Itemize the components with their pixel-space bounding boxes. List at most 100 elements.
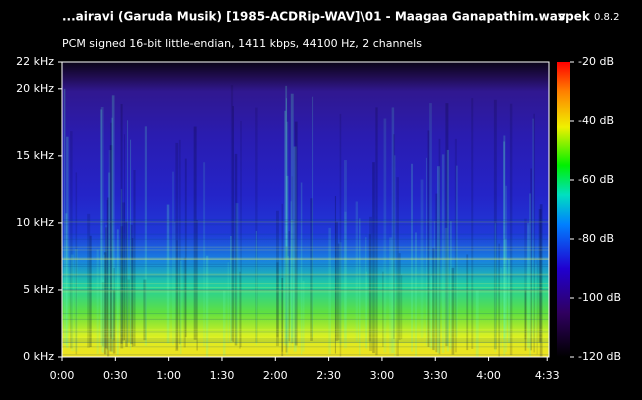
- texture-streak: [471, 98, 474, 349]
- texture-streak: [63, 88, 66, 345]
- texture-streak: [227, 262, 229, 344]
- y-tick-label: 15 kHz: [16, 149, 54, 162]
- texture-streak: [494, 223, 497, 353]
- texture-band: [62, 258, 549, 260]
- x-tick-label: 2:30: [316, 369, 341, 382]
- texture-streak: [290, 219, 294, 338]
- texture-streak: [62, 190, 64, 348]
- texture-band: [62, 333, 549, 335]
- texture-band: [62, 283, 549, 285]
- texture-streak: [285, 246, 288, 353]
- app-name: spek: [558, 10, 591, 24]
- texture-streak: [393, 155, 396, 357]
- texture-streak: [230, 85, 234, 341]
- texture-streak: [438, 138, 441, 355]
- texture-streak: [65, 213, 68, 346]
- texture-streak: [287, 256, 289, 348]
- colorbar-tick-label: -40 dB: [578, 114, 614, 127]
- texture-streak: [100, 109, 103, 346]
- texture-streak: [383, 118, 387, 353]
- x-tick-label: 1:00: [156, 369, 181, 382]
- texture-streak: [339, 242, 342, 346]
- texture-streak: [372, 162, 375, 354]
- texture-band: [62, 318, 549, 320]
- texture-streak: [101, 282, 105, 347]
- texture-band: [62, 266, 549, 268]
- texture-band: [62, 220, 549, 222]
- texture-streak: [106, 199, 108, 350]
- x-tick-label: 0:00: [50, 369, 75, 382]
- texture-streak: [398, 253, 401, 340]
- texture-streak: [335, 221, 338, 341]
- texture-streak: [430, 275, 433, 350]
- texture-streak: [180, 260, 182, 355]
- texture-streak: [524, 218, 527, 340]
- texture-streak: [446, 149, 449, 352]
- texture-streak: [382, 271, 384, 348]
- texture-streak: [312, 96, 314, 338]
- texture-streak: [507, 259, 511, 343]
- app-version: 0.8.2: [594, 12, 619, 23]
- texture-band: [62, 263, 549, 265]
- texture-streak: [536, 258, 538, 355]
- texture-streak: [276, 210, 279, 347]
- texture-streak: [230, 236, 233, 343]
- texture-streak: [493, 99, 497, 350]
- texture-streak: [144, 126, 147, 346]
- texture-streak: [113, 267, 115, 341]
- texture-band: [62, 257, 549, 259]
- texture-band: [62, 290, 549, 292]
- texture-streak: [130, 139, 132, 351]
- x-tick-label: 3:00: [370, 369, 395, 382]
- x-tick-label: 4:33: [535, 369, 560, 382]
- texture-band: [62, 289, 549, 291]
- texture-band: [62, 221, 549, 223]
- texture-streak: [433, 220, 436, 352]
- texture-streak: [391, 259, 394, 353]
- texture-streak: [166, 204, 170, 344]
- texture-streak: [175, 142, 179, 351]
- subtitle: PCM signed 16-bit little-endian, 1411 kb…: [62, 37, 422, 50]
- texture-streak: [125, 221, 128, 347]
- texture-band: [62, 274, 549, 276]
- texture-streak: [539, 204, 543, 357]
- texture-band: [62, 224, 549, 226]
- texture-streak: [391, 107, 395, 354]
- texture-streak: [294, 121, 298, 346]
- texture-streak: [369, 216, 372, 352]
- texture-streak: [401, 275, 403, 340]
- texture-streak: [286, 175, 289, 340]
- texture-streak: [196, 220, 198, 351]
- texture-streak: [133, 170, 136, 347]
- texture-streak: [232, 106, 234, 343]
- texture-streak: [239, 271, 241, 349]
- texture-streak: [344, 160, 347, 349]
- colorbar-tick-label: -20 dB: [578, 55, 614, 68]
- texture-streak: [276, 262, 279, 338]
- texture-streak: [427, 130, 430, 347]
- texture-streak: [425, 157, 428, 346]
- colorbar-tick-label: -100 dB: [578, 291, 621, 304]
- texture-streak: [533, 113, 535, 353]
- texture-streak: [255, 231, 257, 346]
- colorbar: [557, 62, 570, 357]
- texture-streak: [420, 179, 424, 338]
- texture-streak: [284, 110, 287, 346]
- texture-streak: [509, 103, 513, 356]
- texture-streak: [122, 202, 125, 341]
- texture-streak: [107, 197, 110, 357]
- texture-band: [62, 287, 549, 289]
- texture-streak: [108, 172, 111, 351]
- texture-streak: [203, 162, 206, 347]
- spectrogram-texture: [62, 85, 549, 357]
- texture-band: [62, 219, 549, 221]
- texture-streak: [103, 252, 107, 355]
- texture-streak: [500, 267, 502, 349]
- texture-streak: [359, 218, 361, 356]
- texture-streak: [87, 213, 91, 348]
- texture-streak: [66, 136, 69, 348]
- colorbar-tick-label: -60 dB: [578, 173, 614, 186]
- spectrogram: [62, 62, 549, 357]
- texture-streak: [415, 232, 418, 357]
